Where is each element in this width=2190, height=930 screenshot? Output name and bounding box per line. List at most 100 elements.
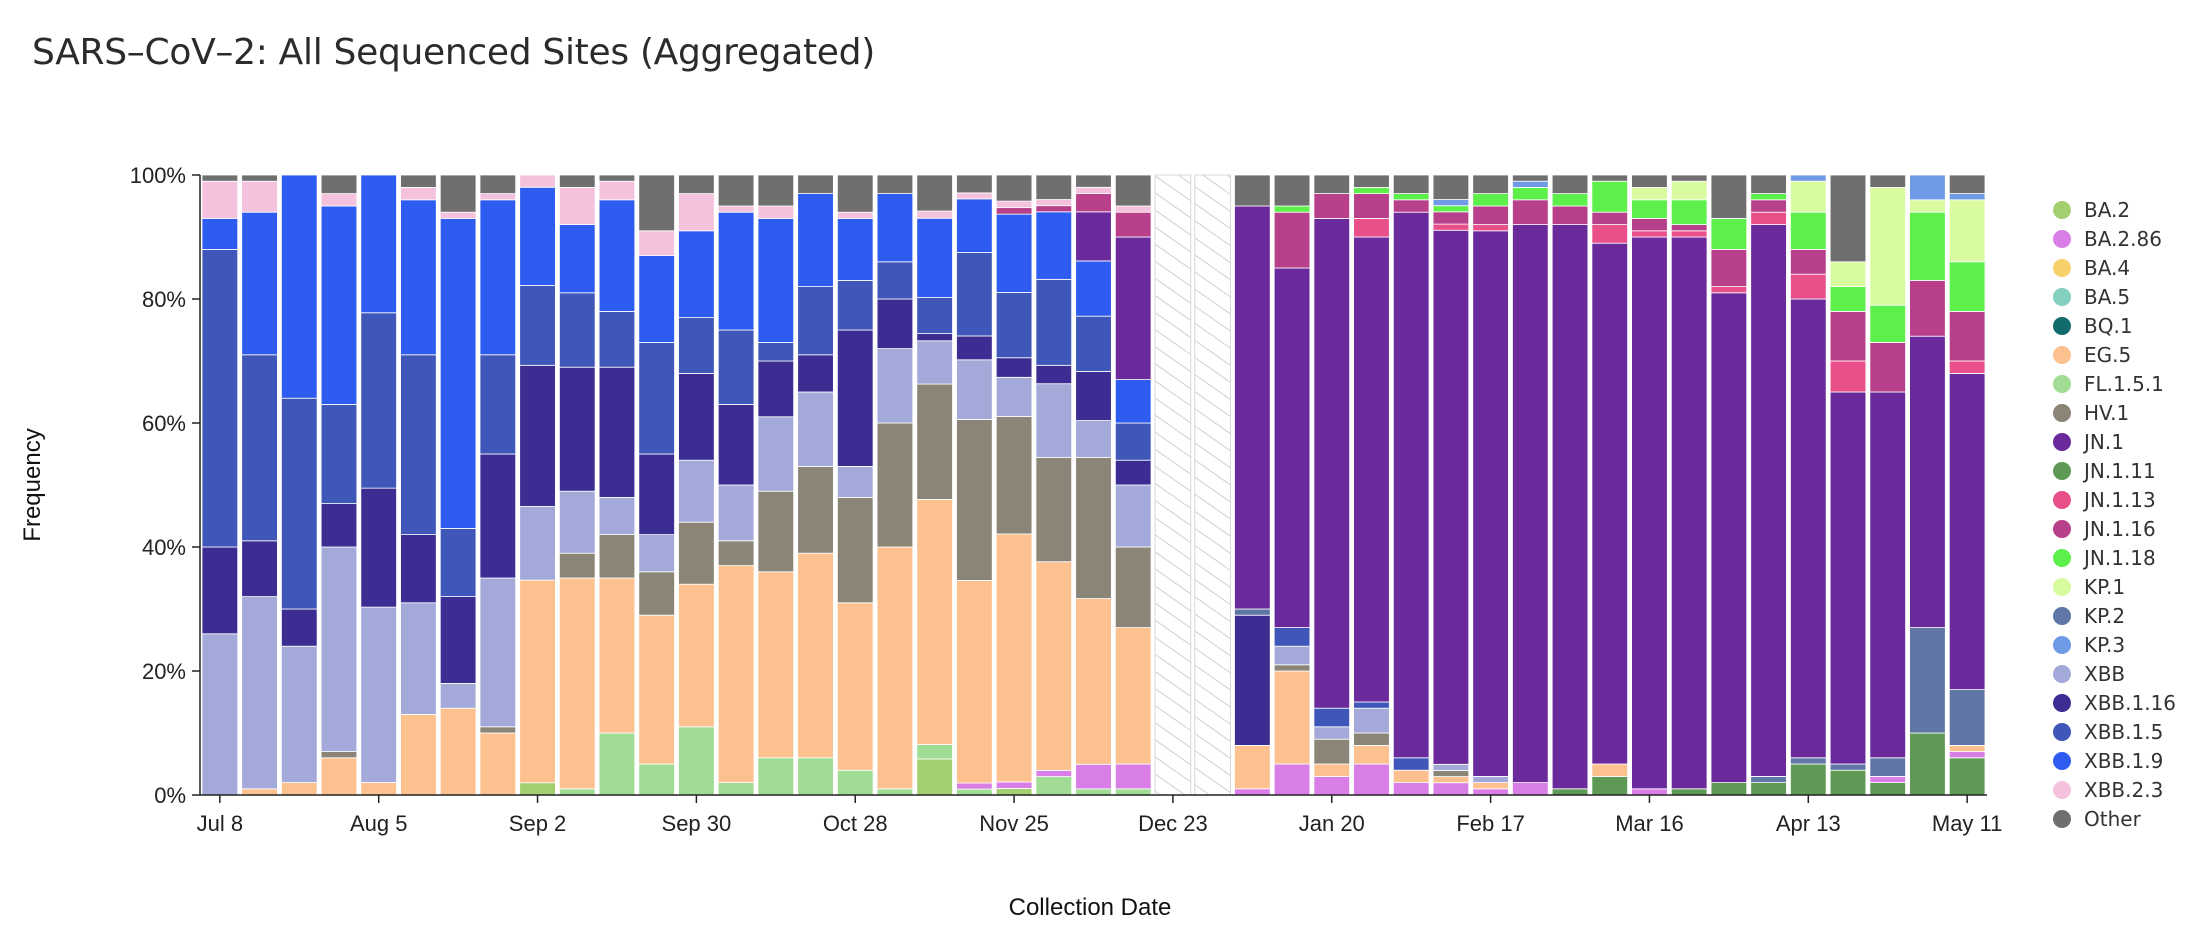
bar-segment-xbb-1-9 — [1075, 260, 1112, 317]
bar-segment-jn-1-13 — [1670, 230, 1708, 238]
bar-segment-eg-5 — [1392, 769, 1430, 784]
bar-segment-jn-1-11 — [1710, 782, 1748, 796]
bar-segment-xbb-1-9 — [678, 230, 715, 319]
bar-segment-xbb — [519, 506, 556, 581]
bar-segment-kp-1 — [1631, 186, 1668, 201]
bar-segment-jn-1-18 — [1551, 193, 1589, 207]
bar-segment-eg-5 — [995, 533, 1033, 783]
bar-segment-hv-1 — [559, 552, 596, 579]
bar-segment-ba-2-86 — [1353, 763, 1390, 796]
bar-segment-jn-1-13 — [1591, 224, 1629, 244]
bar-segment-xbb-1-16 — [281, 608, 318, 647]
bar-segment-xbb-1-16 — [320, 503, 358, 548]
bar-segment-xbb-1-9 — [360, 174, 397, 314]
bar-segment-other — [995, 174, 1033, 202]
y-tick-label: 80% — [142, 287, 186, 312]
bar-segment-xbb — [201, 633, 239, 796]
bar-segment-other — [1075, 174, 1112, 188]
bar-segment-other — [836, 174, 874, 213]
bar-segment-jn-1-16 — [1710, 248, 1748, 287]
bar-segment-ba-2 — [995, 788, 1033, 796]
bar-segment-xbb — [439, 683, 477, 709]
bar-segment-hv-1 — [1353, 732, 1390, 746]
bar-segment-other — [1114, 174, 1152, 207]
bar-segment-xbb-1-16 — [559, 366, 596, 492]
bar-segment-jn-1-13 — [1750, 211, 1787, 225]
bar-segment-xbb-1-16 — [479, 453, 517, 579]
bar-segment-jn-1-18 — [1432, 205, 1470, 213]
legend-swatch — [2053, 752, 2071, 770]
bar-segment-xbb-1-5 — [281, 397, 318, 610]
bar-segment-kp-3 — [1948, 193, 1986, 201]
x-tick-label: Dec 23 — [1138, 811, 1208, 836]
bar-segment-jn-1-18 — [1790, 211, 1827, 250]
bar-segment-other — [876, 174, 914, 195]
bar-segment-xbb — [360, 606, 397, 783]
legend-label: XBB.2.3 — [2084, 778, 2163, 802]
bar-segment-kp-3 — [1512, 180, 1549, 188]
bar-segment-jn-1-16 — [1948, 310, 1986, 362]
bar-segment-jn-1 — [1948, 372, 1986, 691]
bar-segment-xbb-1-9 — [320, 205, 358, 405]
bar-segment-xbb-2-3 — [479, 193, 517, 201]
bar-segment-xbb-1-16 — [1035, 364, 1073, 385]
bar-segment-xbb-1-16 — [916, 333, 953, 342]
bar-segment-xbb-1-9 — [400, 199, 437, 356]
bar-segment-xbb-1-16 — [241, 540, 278, 597]
bar-segment-xbb-1-5 — [797, 286, 834, 356]
legend-label: JN.1.16 — [2082, 517, 2156, 541]
bar-segment-xbb-1-9 — [559, 224, 596, 294]
bar-segment-xbb-1-16 — [797, 354, 834, 393]
bar-segment-kp-2 — [1948, 689, 1986, 746]
bar-segment-jn-1-18 — [1869, 304, 1906, 343]
bar-segment-eg-5 — [717, 565, 755, 783]
legend-label: XBB — [2084, 662, 2125, 686]
bar-segment-ba-2-86 — [1114, 763, 1152, 790]
bar-segment-xbb-1-9 — [479, 199, 517, 356]
bar-segment-eg-5 — [598, 577, 636, 734]
bar-segment-xbb — [281, 645, 318, 784]
bar-segment-xbb-1-16 — [400, 534, 437, 604]
bar-segment-eg-5 — [1313, 763, 1351, 777]
bar-segment-xbb — [836, 465, 874, 498]
bar-segment-other — [320, 174, 358, 195]
bar-segment-jn-1-18 — [1670, 199, 1708, 226]
y-axis: 0% 20% 40% 60% 80% 100% — [130, 163, 201, 808]
bar-segment-xbb — [559, 490, 596, 554]
bar-segment-xbb-1-5 — [916, 297, 953, 335]
bar-segment-xbb-1-16 — [678, 372, 715, 461]
bar-segment-other — [1392, 174, 1430, 195]
x-tick-label: Jan 20 — [1299, 811, 1365, 836]
missing-week-bar — [1194, 174, 1231, 796]
bar-segment-jn-1-16 — [1869, 341, 1906, 393]
bar-segment-jn-1-16 — [1432, 211, 1470, 225]
bar-segment-jn-1-13 — [1353, 217, 1390, 238]
bar-segment-xbb-1-9 — [916, 217, 953, 298]
legend-label: XBB.1.16 — [2084, 691, 2176, 715]
bar-segment-xbb-1-5 — [519, 285, 556, 366]
bar-segment-eg-5 — [559, 577, 596, 790]
bar-segment-hv-1 — [916, 383, 953, 500]
bar-segment-other — [1432, 174, 1470, 200]
bar-segment-fl-1-5-1 — [638, 763, 675, 796]
y-tick-label: 40% — [142, 535, 186, 560]
y-tick-label: 60% — [142, 411, 186, 436]
bar-segment-jn-1-18 — [1829, 286, 1867, 312]
bar-segment-eg-5 — [956, 579, 993, 784]
legend-label: KP.3 — [2084, 633, 2125, 657]
bar-segment-jn-1-18 — [1392, 193, 1430, 201]
bar-segment-jn-1-11 — [1869, 782, 1906, 796]
legend-label: JN.1.11 — [2082, 459, 2156, 483]
bar-segment-xbb-1-9 — [598, 199, 636, 312]
bar-segment-jn-1-13 — [1948, 360, 1986, 374]
bar-segment-ba-2-86 — [1273, 763, 1311, 796]
bar-segment-xbb-1-5 — [836, 279, 874, 331]
legend-swatch — [2053, 375, 2071, 393]
bar-segment-xbb-1-5 — [678, 317, 715, 374]
bar-segment-other — [1710, 174, 1748, 219]
bar-segment-jn-1 — [1591, 242, 1629, 765]
bar-segment-xbb-1-16 — [439, 596, 477, 684]
bar-segment-eg-5 — [678, 583, 715, 728]
bar-segment-xbb — [1075, 420, 1112, 458]
